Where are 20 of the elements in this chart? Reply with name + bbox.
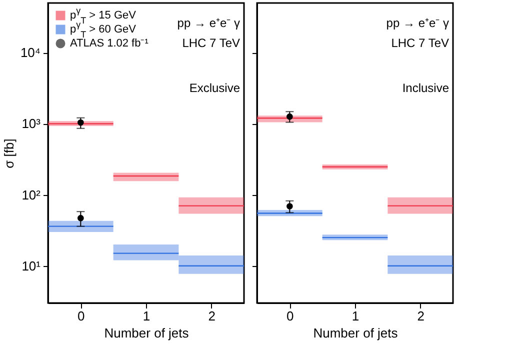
x-tick-label: 1 bbox=[352, 308, 360, 324]
annotation: Exclusive bbox=[189, 81, 240, 95]
legend-label: ATLAS 1.02 fb⁻¹ bbox=[70, 38, 149, 50]
y-tick-label: 10³ bbox=[22, 116, 42, 132]
x-axis-title: Number of jets bbox=[313, 326, 398, 340]
y-axis-title: σ [fb] bbox=[1, 138, 16, 168]
annotation: LHC 7 TeV bbox=[182, 36, 240, 50]
y-tick-label: 10⁴ bbox=[20, 45, 40, 60]
x-tick-label: 0 bbox=[286, 308, 294, 324]
annotation: LHC 7 TeV bbox=[391, 36, 449, 50]
annotation: Inclusive bbox=[402, 81, 450, 95]
x-axis-title: Number of jets bbox=[104, 326, 190, 340]
y-tick-label: 10² bbox=[22, 187, 42, 202]
annotation: pp → e⁺e⁻ γ bbox=[386, 16, 449, 30]
x-tick-label: 0 bbox=[78, 308, 85, 324]
x-tick-label: 2 bbox=[208, 308, 216, 324]
annotation: pp → e⁺e⁻ γ bbox=[177, 16, 240, 30]
x-tick-label: 1 bbox=[142, 308, 150, 324]
y-tick-label: 10¹ bbox=[22, 258, 42, 274]
x-tick-label: 2 bbox=[417, 308, 424, 324]
